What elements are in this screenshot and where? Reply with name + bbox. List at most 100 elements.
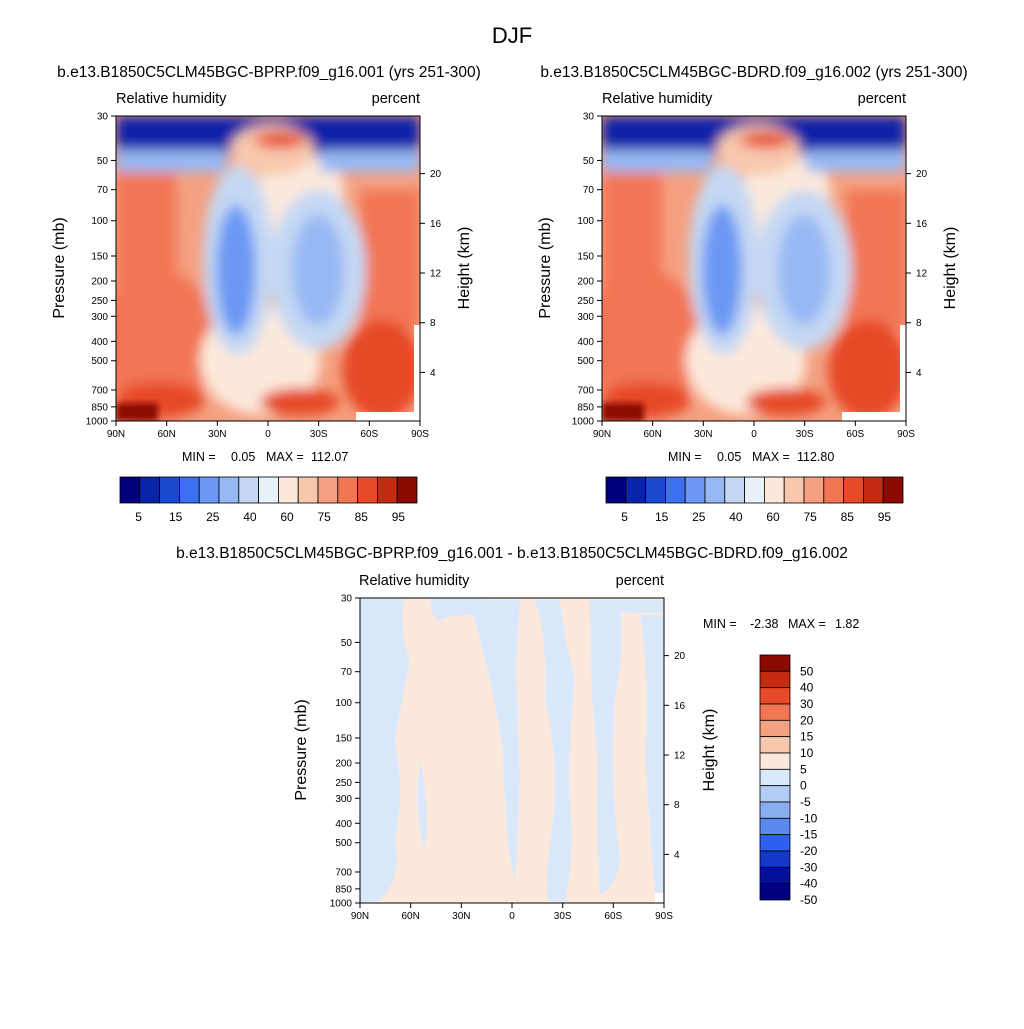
difference-max-value: 1.82 bbox=[835, 617, 859, 631]
colorbar-swatch bbox=[317, 476, 339, 504]
x-tick-label: 30N bbox=[694, 429, 712, 440]
x-tick-label: 30N bbox=[452, 911, 470, 922]
colorbar-swatch bbox=[759, 768, 791, 787]
left-min-label: MIN = bbox=[182, 450, 216, 464]
y-tick-label: 30 bbox=[341, 594, 353, 605]
x-tick-label: 60N bbox=[643, 429, 661, 440]
colorbar-swatch bbox=[759, 654, 791, 672]
colorbar-swatch bbox=[764, 476, 785, 504]
colorbar-swatch bbox=[337, 476, 358, 504]
colorbar-swatch bbox=[759, 801, 791, 819]
x-tick-label: 0 bbox=[751, 429, 757, 440]
y-tick-label: 700 bbox=[335, 867, 352, 878]
colorbar-swatch bbox=[882, 476, 904, 504]
y2-tick-label: 8 bbox=[916, 318, 922, 329]
colorbar-label: 15 bbox=[800, 730, 814, 744]
y-tick-label: 100 bbox=[335, 698, 352, 709]
colorbar-swatch bbox=[238, 476, 260, 504]
colorbar-swatch bbox=[843, 476, 864, 504]
colorbar-label: 5 bbox=[800, 762, 807, 776]
colorbar-swatch bbox=[178, 476, 200, 504]
colorbar-swatch bbox=[803, 476, 825, 504]
right-axis-ticks: 90N 60N 30N 0 30S 60S 90S 30 50 70 100 150 200 250 300… bbox=[572, 112, 928, 441]
colorbar-label: 40 bbox=[729, 510, 743, 524]
colorbar-label: -20 bbox=[800, 844, 818, 858]
colorbar-label: 95 bbox=[878, 510, 892, 524]
colorbar-swatch bbox=[759, 752, 791, 770]
difference-axis-ticks: 90N 60N 30N 0 30S 60S 90S 30 50 70 100 150 200 250 300… bbox=[330, 594, 686, 923]
right-panel-title: b.e13.B1850C5CLM45BGC-BDRD.f09_g16.002 (… bbox=[540, 64, 967, 81]
figure-title: DJF bbox=[492, 23, 532, 48]
y-tick-label: 100 bbox=[91, 216, 108, 227]
x-tick-label: 30S bbox=[796, 429, 814, 440]
x-tick-label: 90N bbox=[351, 911, 369, 922]
colorbar-swatch bbox=[159, 476, 180, 504]
colorbar-label: 10 bbox=[800, 746, 814, 760]
y-tick-label: 70 bbox=[583, 185, 595, 196]
left-panel-title: b.e13.B1850C5CLM45BGC-BPRP.f09_g16.001 (… bbox=[57, 64, 481, 81]
y-tick-label: 50 bbox=[341, 638, 353, 649]
colorbar-label: 85 bbox=[841, 510, 855, 524]
y2-tick-label: 8 bbox=[430, 318, 436, 329]
colorbar-label: -40 bbox=[800, 877, 818, 891]
y2-tick-label: 16 bbox=[430, 219, 442, 230]
difference-y-axis-title: Pressure (mb) bbox=[293, 699, 310, 800]
left-y-axis-title: Pressure (mb) bbox=[51, 217, 68, 318]
y2-tick-label: 16 bbox=[674, 701, 686, 712]
x-tick-label: 0 bbox=[265, 429, 271, 440]
difference-panel-title: b.e13.B1850C5CLM45BGC-BPRP.f09_g16.001 -… bbox=[176, 545, 848, 562]
colorbar-swatch bbox=[119, 476, 141, 504]
y-tick-label: 150 bbox=[335, 733, 352, 744]
x-tick-label: 60S bbox=[846, 429, 864, 440]
left-max-value: 112.07 bbox=[311, 450, 348, 464]
colorbar-swatch bbox=[218, 476, 240, 504]
colorbar-label: 15 bbox=[169, 510, 183, 524]
x-tick-label: 0 bbox=[509, 911, 515, 922]
y-tick-label: 200 bbox=[577, 277, 594, 288]
y2-tick-label: 4 bbox=[674, 850, 680, 861]
right-min-label: MIN = bbox=[668, 450, 702, 464]
x-tick-label: 90S bbox=[897, 429, 915, 440]
colorbar-label: 20 bbox=[800, 713, 814, 727]
colorbar-swatch bbox=[759, 817, 791, 836]
colorbar-label: 30 bbox=[800, 697, 814, 711]
colorbar-swatch bbox=[704, 476, 726, 504]
y2-tick-label: 20 bbox=[916, 169, 928, 180]
left-max-label: MAX = bbox=[266, 450, 304, 464]
colorbar-swatch bbox=[759, 883, 791, 901]
x-tick-label: 90S bbox=[655, 911, 673, 922]
right-min-value: 0.05 bbox=[717, 450, 741, 464]
colorbar-label: -10 bbox=[800, 811, 818, 825]
right-y-axis-title: Pressure (mb) bbox=[537, 217, 554, 318]
y-tick-label: 500 bbox=[335, 838, 352, 849]
colorbar-label: 50 bbox=[800, 664, 814, 678]
y-tick-label: 250 bbox=[335, 778, 352, 789]
colorbar-swatch bbox=[139, 476, 161, 504]
colorbar-swatch bbox=[724, 476, 745, 504]
colorbar-swatch bbox=[645, 476, 666, 504]
y2-tick-label: 12 bbox=[916, 269, 928, 280]
colorbar-swatch bbox=[684, 476, 706, 504]
colorbar-label: 5 bbox=[621, 510, 628, 524]
y-tick-label: 1000 bbox=[86, 417, 109, 428]
colorbar-label: 25 bbox=[206, 510, 220, 524]
colorbar-label: 75 bbox=[318, 510, 332, 524]
y-tick-label: 400 bbox=[577, 337, 594, 348]
x-tick-label: 30N bbox=[208, 429, 226, 440]
y-tick-label: 850 bbox=[577, 402, 594, 413]
y-tick-label: 30 bbox=[97, 112, 109, 123]
colorbar-label: 95 bbox=[392, 510, 406, 524]
colorbar-swatch bbox=[376, 476, 398, 504]
colorbar-swatch bbox=[625, 476, 646, 504]
colorbar-swatch bbox=[605, 476, 627, 504]
left-units-label: percent bbox=[372, 91, 420, 107]
colorbar-swatch bbox=[759, 703, 791, 721]
difference-min-label: MIN = bbox=[703, 617, 737, 631]
x-tick-label: 60N bbox=[401, 911, 419, 922]
colorbar-label: 25 bbox=[692, 510, 706, 524]
difference-y2-axis-title: Height (km) bbox=[701, 709, 718, 792]
colorbar-swatch bbox=[759, 670, 791, 689]
y-tick-label: 30 bbox=[583, 112, 595, 123]
